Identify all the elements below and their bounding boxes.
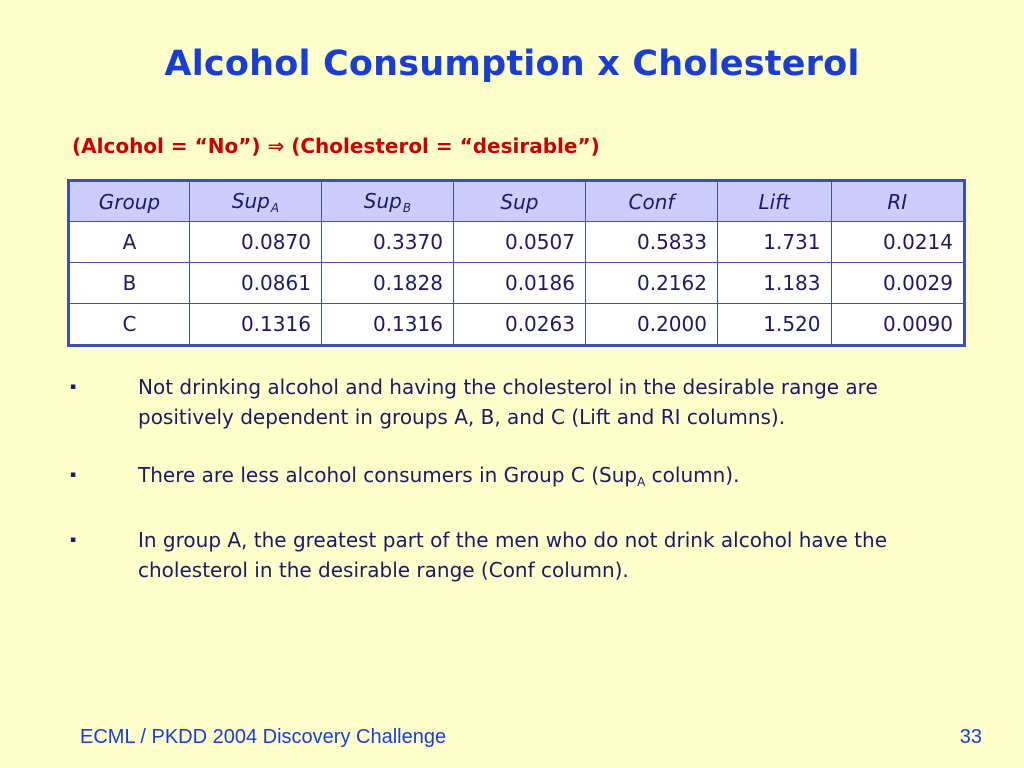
bullet-text: In group A, the greatest part of the men…: [138, 528, 888, 582]
cell-sup: 0.0507: [452, 221, 586, 263]
header-sup-a: SupA: [188, 180, 322, 222]
cell-sup-b: 0.3370: [320, 221, 454, 263]
square-bullet-icon: ▪: [70, 535, 77, 545]
cell-lift: 1.731: [716, 221, 832, 263]
list-item: ▪ In group A, the greatest part of the m…: [66, 525, 966, 585]
list-item: ▪ Not drinking alcohol and having the ch…: [66, 372, 966, 432]
cell-group: A: [68, 221, 190, 263]
table-row: A 0.0870 0.3370 0.0507 0.5833 1.731 0.02…: [68, 221, 966, 263]
square-bullet-icon: ▪: [70, 470, 77, 480]
header-conf: Conf: [584, 180, 718, 222]
cell-ri: 0.0029: [830, 262, 966, 304]
cell-lift: 1.520: [716, 303, 832, 346]
bullet-text: There are less alcohol consumers in Grou…: [138, 463, 740, 489]
cell-conf: 0.2000: [584, 303, 718, 346]
cell-sup-b: 0.1316: [320, 303, 454, 346]
cell-ri: 0.0090: [830, 303, 966, 346]
footer-conference: ECML / PKDD 2004 Discovery Challenge: [80, 726, 447, 748]
cell-sup-a: 0.0861: [188, 262, 322, 304]
cell-lift: 1.183: [716, 262, 832, 304]
header-sup: Sup: [452, 180, 586, 222]
list-item: ▪ There are less alcohol consumers in Gr…: [66, 460, 966, 497]
slide-number: 33: [959, 726, 982, 748]
header-sup-b: SupB: [320, 180, 454, 222]
cell-conf: 0.5833: [584, 221, 718, 263]
measures-table: Group SupA SupB Sup Conf Lift RI A 0.087…: [67, 179, 966, 347]
implies-arrow: ⇒: [267, 134, 285, 158]
cell-ri: 0.0214: [830, 221, 966, 263]
square-bullet-icon: ▪: [70, 382, 77, 392]
cell-sup: 0.0263: [452, 303, 586, 346]
cell-group: B: [68, 262, 190, 304]
header-lift: Lift: [716, 180, 832, 222]
cell-sup-b: 0.1828: [320, 262, 454, 304]
cell-sup-a: 0.1316: [188, 303, 322, 346]
table-row: C 0.1316 0.1316 0.0263 0.2000 1.520 0.00…: [68, 303, 966, 346]
rule-subtitle: (Alcohol = “No”) ⇒ (Cholesterol = “desir…: [72, 134, 600, 158]
header-ri: RI: [830, 180, 966, 222]
table-header-row: Group SupA SupB Sup Conf Lift RI: [68, 180, 966, 222]
cell-sup-a: 0.0870: [188, 221, 322, 263]
rule-antecedent: (Alcohol = “No”): [72, 134, 261, 158]
cell-sup: 0.0186: [452, 262, 586, 304]
rule-consequent: (Cholesterol = “desirable”): [291, 134, 600, 158]
bullet-text: Not drinking alcohol and having the chol…: [138, 375, 878, 429]
cell-conf: 0.2162: [584, 262, 718, 304]
header-group: Group: [68, 180, 190, 222]
findings-list: ▪ Not drinking alcohol and having the ch…: [66, 372, 966, 613]
slide-title: Alcohol Consumption x Cholesterol: [164, 44, 860, 84]
cell-group: C: [68, 303, 190, 346]
table-row: B 0.0861 0.1828 0.0186 0.2162 1.183 0.00…: [68, 262, 966, 304]
